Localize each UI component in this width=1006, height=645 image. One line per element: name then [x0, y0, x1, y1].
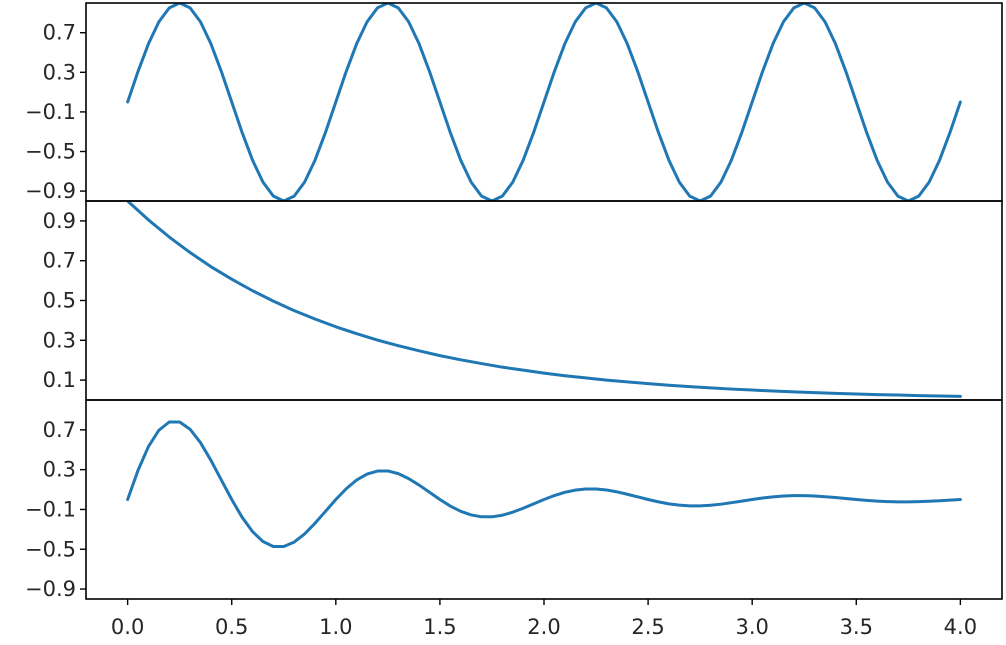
- x-tick-label: 2.0: [527, 615, 560, 639]
- y-tick-label: −0.9: [25, 179, 76, 203]
- x-tick-label: 3.0: [735, 615, 768, 639]
- axes-frame-middle: [85, 200, 1003, 401]
- y-tick-label: 0.3: [43, 60, 76, 84]
- y-tick-label: 0.5: [43, 289, 76, 313]
- panel-bottom: 0.7 0.3 −0.1 −0.5 −0.9 0.0 0.5 1.0 1.5 2.0 2.5 3.0 3…: [25, 399, 1003, 639]
- x-tick-label: 1.5: [423, 615, 456, 639]
- y-tick-label: 0.1: [43, 368, 76, 392]
- y-tick-label: −0.9: [25, 577, 76, 601]
- y-tick-label: 0.7: [43, 249, 76, 273]
- y-tick-label: −0.5: [25, 140, 76, 164]
- x-tick-label: 0.0: [111, 615, 144, 639]
- y-tick-label: −0.5: [25, 537, 76, 561]
- y-tick-label: 0.7: [43, 21, 76, 45]
- y-tick-label: 0.7: [43, 418, 76, 442]
- y-tick-label: −0.1: [25, 100, 76, 124]
- y-tick-label: −0.1: [25, 497, 76, 521]
- y-tick-label: 0.9: [43, 209, 76, 233]
- panel-middle: 0.9 0.7 0.5 0.3 0.1: [43, 200, 1003, 401]
- panel-top: 0.7 0.3 −0.1 −0.5 −0.9: [25, 2, 1003, 203]
- x-tick-label: 0.5: [215, 615, 248, 639]
- x-tick-label: 2.5: [631, 615, 664, 639]
- series-line-top: [126, 3, 962, 201]
- y-tick-label: 0.3: [43, 458, 76, 482]
- y-tick-label: 0.3: [43, 328, 76, 352]
- x-tick-label: 3.5: [840, 615, 873, 639]
- series-line-bottom: [126, 420, 962, 548]
- x-tick-label: 4.0: [944, 615, 977, 639]
- chart-panels: 0.7 0.3 −0.1 −0.5 −0.9 0.9 0.7 0.5 0.3 0.1 0.7 0.3 −…: [25, 2, 1003, 639]
- x-tick-label: 1.0: [319, 615, 352, 639]
- series-line-middle: [126, 201, 962, 398]
